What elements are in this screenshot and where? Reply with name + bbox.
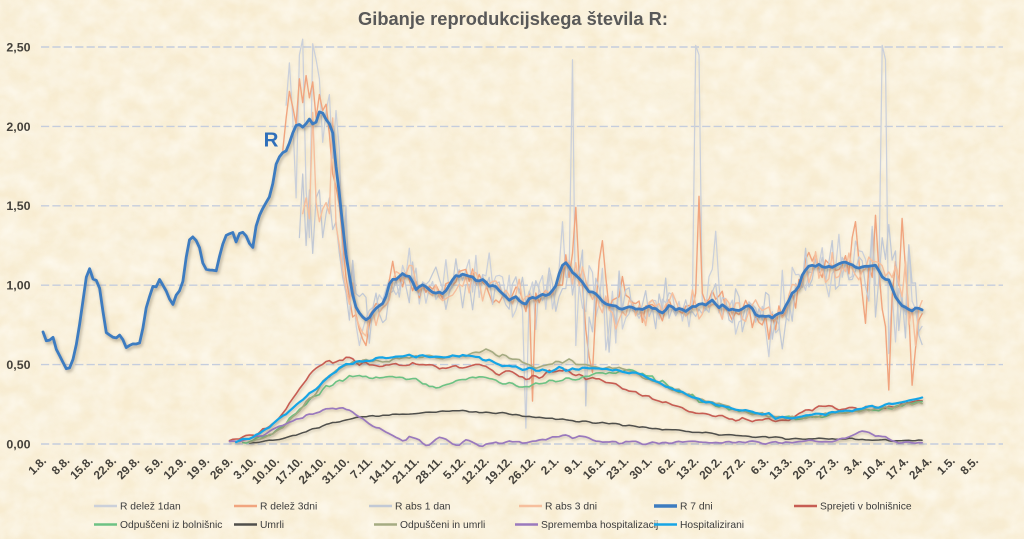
svg-text:R abs 3 dni: R abs 3 dni bbox=[545, 502, 597, 513]
svg-text:Sprememba hospitalizacij: Sprememba hospitalizacij bbox=[541, 520, 658, 531]
svg-text:R: R bbox=[264, 128, 279, 151]
svg-text:1,50: 1,50 bbox=[6, 199, 30, 213]
svg-text:0,50: 0,50 bbox=[6, 358, 30, 372]
svg-text:2,00: 2,00 bbox=[6, 120, 30, 134]
svg-text:Odpuščeni iz bolnišnic: Odpuščeni iz bolnišnic bbox=[120, 520, 222, 531]
svg-text:R 7 dni: R 7 dni bbox=[680, 502, 713, 513]
svg-text:Hospitalizirani: Hospitalizirani bbox=[680, 520, 744, 531]
svg-text:R delež 3dni: R delež 3dni bbox=[260, 502, 317, 513]
svg-text:Gibanje reprodukcijskega števi: Gibanje reprodukcijskega števila R: bbox=[358, 8, 668, 29]
svg-text:R delež 1dan: R delež 1dan bbox=[120, 502, 181, 513]
svg-text:R abs 1 dan: R abs 1 dan bbox=[395, 502, 451, 513]
svg-text:1,00: 1,00 bbox=[6, 279, 30, 293]
svg-text:Sprejeti v bolnišnice: Sprejeti v bolnišnice bbox=[820, 502, 912, 513]
svg-text:0,00: 0,00 bbox=[6, 437, 30, 451]
svg-text:Umrli: Umrli bbox=[260, 520, 284, 531]
svg-text:2,50: 2,50 bbox=[6, 40, 30, 54]
svg-text:Odpuščeni in umrli: Odpuščeni in umrli bbox=[400, 520, 485, 531]
